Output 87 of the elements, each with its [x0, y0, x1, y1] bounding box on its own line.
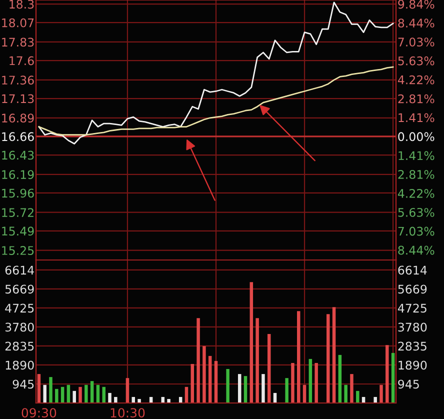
- y2-tick-label: 5.63%: [398, 208, 434, 217]
- bar: [43, 384, 46, 403]
- y-tick-label: 3780: [5, 322, 34, 332]
- bar: [226, 369, 230, 403]
- y2-tick-label: 8.44%: [398, 246, 434, 255]
- y2-tick-label: 0.00%: [398, 132, 434, 142]
- y-tick-label: 18.3: [10, 0, 34, 9]
- y2-tick-label: 2835: [398, 342, 426, 351]
- y-tick-label: 15.72: [2, 208, 34, 218]
- y-tick-label: 17.6: [10, 56, 34, 66]
- bar: [196, 318, 200, 403]
- bar: [391, 352, 395, 403]
- y2-tick-label: 7.03%: [398, 38, 434, 47]
- bar: [291, 362, 294, 403]
- bar: [380, 384, 383, 403]
- y-tick-label: 18.07: [2, 18, 34, 28]
- bar: [386, 345, 389, 403]
- y2-tick-label: 5.63%: [398, 56, 434, 66]
- bar: [250, 282, 254, 403]
- bar: [244, 376, 248, 403]
- line-series: [38, 66, 394, 136]
- bar: [126, 378, 130, 403]
- bar: [78, 386, 82, 403]
- bar: [102, 386, 106, 403]
- y-tick-label: 17.13: [2, 94, 34, 104]
- y-tick-label: 16.43: [2, 150, 34, 160]
- y2-tick-label: 4725: [398, 304, 426, 313]
- bar: [208, 356, 212, 403]
- y2-tick-label: 4.22%: [398, 75, 434, 84]
- bar: [344, 384, 348, 403]
- bar: [338, 354, 342, 403]
- bar: [37, 374, 41, 403]
- bar: [214, 360, 218, 403]
- bar: [308, 358, 312, 403]
- bar: [108, 392, 112, 403]
- y-tick-label: 4725: [5, 304, 34, 313]
- y-tick-label: 2835: [5, 342, 34, 351]
- bar: [167, 398, 170, 403]
- y-tick-label: 17.36: [2, 76, 34, 85]
- bar: [374, 396, 377, 403]
- y2-tick-label: 8.44%: [398, 18, 434, 28]
- y2-tick-label: 2.81%: [398, 170, 434, 179]
- y2-tick-label: 1890: [398, 360, 427, 370]
- y2-tick-label: 1.41%: [398, 151, 434, 160]
- bar: [84, 384, 88, 403]
- y2-tick-label: 9.84%: [398, 0, 434, 9]
- y-tick-label: 17.83: [2, 38, 34, 47]
- y-tick-label: 15.49: [2, 226, 34, 236]
- y-tick-label: 15.25: [2, 246, 34, 255]
- bar: [238, 374, 242, 403]
- bar: [256, 318, 259, 403]
- bar: [90, 381, 94, 403]
- y-tick-label: 6614: [5, 266, 34, 275]
- y-tick-label: 1890: [6, 360, 34, 370]
- bar: [350, 374, 354, 403]
- y2-tick-label: 6614: [398, 266, 427, 275]
- bar: [190, 364, 194, 403]
- bar: [262, 374, 265, 403]
- y2-tick-label: 7.03%: [398, 226, 434, 236]
- y-tick-label: 16.89: [2, 114, 34, 123]
- y-tick-label: 945: [12, 380, 34, 389]
- y2-tick-label: 2.81%: [398, 94, 434, 104]
- y-tick-label: 16.19: [2, 170, 34, 180]
- bar: [332, 307, 336, 403]
- y2-tick-label: 945: [398, 380, 419, 389]
- x-tick-label: 09:30: [22, 408, 56, 418]
- y-tick-label: 16.66: [2, 132, 34, 142]
- bar: [297, 311, 300, 403]
- bar: [356, 390, 360, 403]
- bar: [285, 378, 288, 403]
- y2-tick-label: 3780: [398, 322, 427, 332]
- bar: [49, 377, 52, 403]
- x-tick-label: 10:30: [110, 408, 145, 418]
- bar: [314, 362, 318, 403]
- y2-tick-label: 5669: [398, 284, 427, 294]
- y-tick-label: 15.96: [2, 188, 34, 198]
- bar: [114, 396, 118, 403]
- bar: [267, 334, 271, 403]
- bar: [326, 314, 330, 403]
- bar: [72, 390, 76, 403]
- line-series: [38, 2, 394, 144]
- bar: [138, 398, 141, 403]
- y2-tick-label: 1.41%: [398, 113, 434, 122]
- bar: [202, 346, 206, 403]
- y2-tick-label: 4.22%: [398, 188, 434, 198]
- bar: [55, 388, 58, 403]
- y-tick-label: 5669: [5, 284, 34, 294]
